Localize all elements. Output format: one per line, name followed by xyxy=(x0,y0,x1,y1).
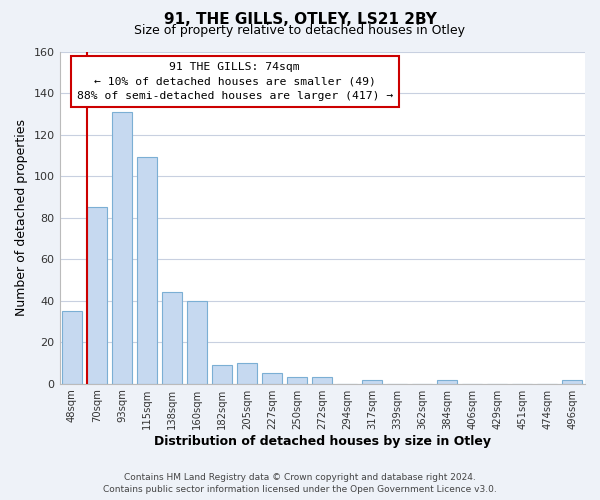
Bar xyxy=(162,292,182,384)
Text: 91, THE GILLS, OTLEY, LS21 2BY: 91, THE GILLS, OTLEY, LS21 2BY xyxy=(164,12,436,28)
Bar xyxy=(237,363,257,384)
Bar xyxy=(262,374,282,384)
Bar xyxy=(562,380,583,384)
Bar xyxy=(137,158,157,384)
Text: Size of property relative to detached houses in Otley: Size of property relative to detached ho… xyxy=(134,24,466,37)
Bar xyxy=(362,380,382,384)
Bar xyxy=(437,380,457,384)
Bar xyxy=(187,300,207,384)
Text: 91 THE GILLS: 74sqm
← 10% of detached houses are smaller (49)
88% of semi-detach: 91 THE GILLS: 74sqm ← 10% of detached ho… xyxy=(77,62,393,102)
Bar xyxy=(212,365,232,384)
Bar xyxy=(62,311,82,384)
Bar xyxy=(312,378,332,384)
Y-axis label: Number of detached properties: Number of detached properties xyxy=(15,119,28,316)
Text: Contains HM Land Registry data © Crown copyright and database right 2024.
Contai: Contains HM Land Registry data © Crown c… xyxy=(103,472,497,494)
Bar xyxy=(87,207,107,384)
X-axis label: Distribution of detached houses by size in Otley: Distribution of detached houses by size … xyxy=(154,434,491,448)
Bar xyxy=(287,378,307,384)
Bar xyxy=(112,112,132,384)
